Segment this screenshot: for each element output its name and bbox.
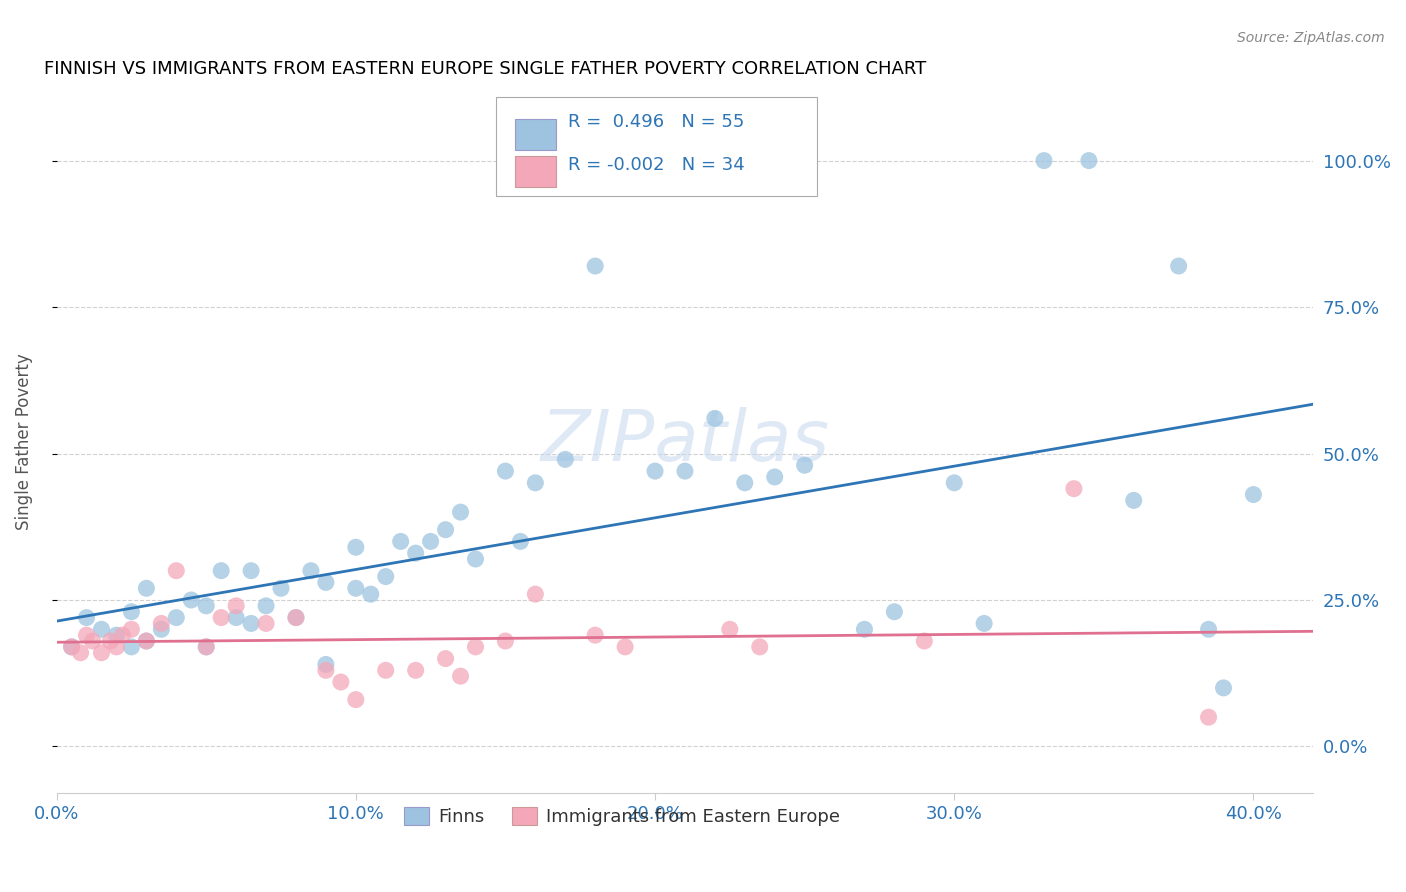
Immigrants from Eastern Europe xyxy=(374,663,396,677)
Immigrants from Eastern Europe xyxy=(344,692,367,706)
Finns xyxy=(195,640,218,654)
Finns xyxy=(90,622,112,636)
Finns xyxy=(554,452,576,467)
Immigrants from Eastern Europe xyxy=(195,640,218,654)
Finns xyxy=(135,582,157,596)
Immigrants from Eastern Europe xyxy=(105,640,128,654)
Finns xyxy=(450,505,472,519)
Finns xyxy=(1241,487,1264,501)
Finns xyxy=(120,640,142,654)
Text: Source: ZipAtlas.com: Source: ZipAtlas.com xyxy=(1237,31,1385,45)
Finns xyxy=(793,458,815,473)
Immigrants from Eastern Europe xyxy=(254,616,277,631)
Immigrants from Eastern Europe xyxy=(464,640,486,654)
Immigrants from Eastern Europe xyxy=(111,628,134,642)
Immigrants from Eastern Europe xyxy=(225,599,247,613)
Finns xyxy=(60,640,83,654)
Immigrants from Eastern Europe xyxy=(1063,482,1085,496)
Immigrants from Eastern Europe xyxy=(718,622,741,636)
Finns xyxy=(509,534,531,549)
Finns xyxy=(299,564,322,578)
Immigrants from Eastern Europe xyxy=(583,628,606,642)
Immigrants from Eastern Europe xyxy=(150,616,173,631)
Finns xyxy=(209,564,232,578)
Finns xyxy=(315,657,337,672)
Finns xyxy=(973,616,995,631)
Finns xyxy=(150,622,173,636)
FancyBboxPatch shape xyxy=(515,155,555,186)
Immigrants from Eastern Europe xyxy=(450,669,472,683)
Finns xyxy=(344,541,367,555)
Finns xyxy=(434,523,457,537)
FancyBboxPatch shape xyxy=(515,120,555,150)
Y-axis label: Single Father Poverty: Single Father Poverty xyxy=(15,353,32,530)
Finns xyxy=(673,464,696,478)
Finns xyxy=(703,411,725,425)
Immigrants from Eastern Europe xyxy=(405,663,427,677)
Finns xyxy=(315,575,337,590)
Immigrants from Eastern Europe xyxy=(494,634,516,648)
Immigrants from Eastern Europe xyxy=(100,634,122,648)
Finns xyxy=(1212,681,1234,695)
Finns xyxy=(419,534,441,549)
Finns xyxy=(225,610,247,624)
Finns xyxy=(360,587,382,601)
Finns xyxy=(644,464,666,478)
Finns xyxy=(344,582,367,596)
Text: ZIPatlas: ZIPatlas xyxy=(540,408,830,476)
FancyBboxPatch shape xyxy=(496,97,817,195)
Text: R =  0.496   N = 55: R = 0.496 N = 55 xyxy=(568,113,744,131)
Text: FINNISH VS IMMIGRANTS FROM EASTERN EUROPE SINGLE FATHER POVERTY CORRELATION CHAR: FINNISH VS IMMIGRANTS FROM EASTERN EUROP… xyxy=(44,60,927,78)
Finns xyxy=(763,470,786,484)
Finns xyxy=(1033,153,1056,168)
Finns xyxy=(105,628,128,642)
Finns xyxy=(180,593,202,607)
Finns xyxy=(270,582,292,596)
Finns xyxy=(240,564,263,578)
Finns xyxy=(883,605,905,619)
Text: R = -0.002   N = 34: R = -0.002 N = 34 xyxy=(568,156,745,175)
Finns xyxy=(389,534,412,549)
Immigrants from Eastern Europe xyxy=(76,628,98,642)
Immigrants from Eastern Europe xyxy=(90,646,112,660)
Finns xyxy=(254,599,277,613)
Finns xyxy=(1122,493,1144,508)
Immigrants from Eastern Europe xyxy=(614,640,637,654)
Finns xyxy=(240,616,263,631)
Finns xyxy=(135,634,157,648)
Immigrants from Eastern Europe xyxy=(69,646,91,660)
Finns xyxy=(464,552,486,566)
Finns xyxy=(1167,259,1189,273)
Finns xyxy=(943,475,966,490)
Immigrants from Eastern Europe xyxy=(285,610,308,624)
Immigrants from Eastern Europe xyxy=(315,663,337,677)
Immigrants from Eastern Europe xyxy=(120,622,142,636)
Finns xyxy=(165,610,187,624)
Finns xyxy=(583,259,606,273)
Finns xyxy=(524,475,547,490)
Immigrants from Eastern Europe xyxy=(209,610,232,624)
Finns xyxy=(853,622,876,636)
Finns xyxy=(374,569,396,583)
Finns xyxy=(734,475,756,490)
Immigrants from Eastern Europe xyxy=(329,675,352,690)
Immigrants from Eastern Europe xyxy=(135,634,157,648)
Immigrants from Eastern Europe xyxy=(912,634,935,648)
Finns xyxy=(195,599,218,613)
Finns xyxy=(1077,153,1099,168)
Finns xyxy=(405,546,427,560)
Finns xyxy=(285,610,308,624)
Immigrants from Eastern Europe xyxy=(60,640,83,654)
Immigrants from Eastern Europe xyxy=(524,587,547,601)
Finns xyxy=(1198,622,1220,636)
Finns xyxy=(76,610,98,624)
Legend: Finns, Immigrants from Eastern Europe: Finns, Immigrants from Eastern Europe xyxy=(396,800,848,833)
Immigrants from Eastern Europe xyxy=(165,564,187,578)
Immigrants from Eastern Europe xyxy=(82,634,104,648)
Immigrants from Eastern Europe xyxy=(748,640,770,654)
Finns xyxy=(494,464,516,478)
Immigrants from Eastern Europe xyxy=(1198,710,1220,724)
Finns xyxy=(120,605,142,619)
Immigrants from Eastern Europe xyxy=(434,651,457,665)
